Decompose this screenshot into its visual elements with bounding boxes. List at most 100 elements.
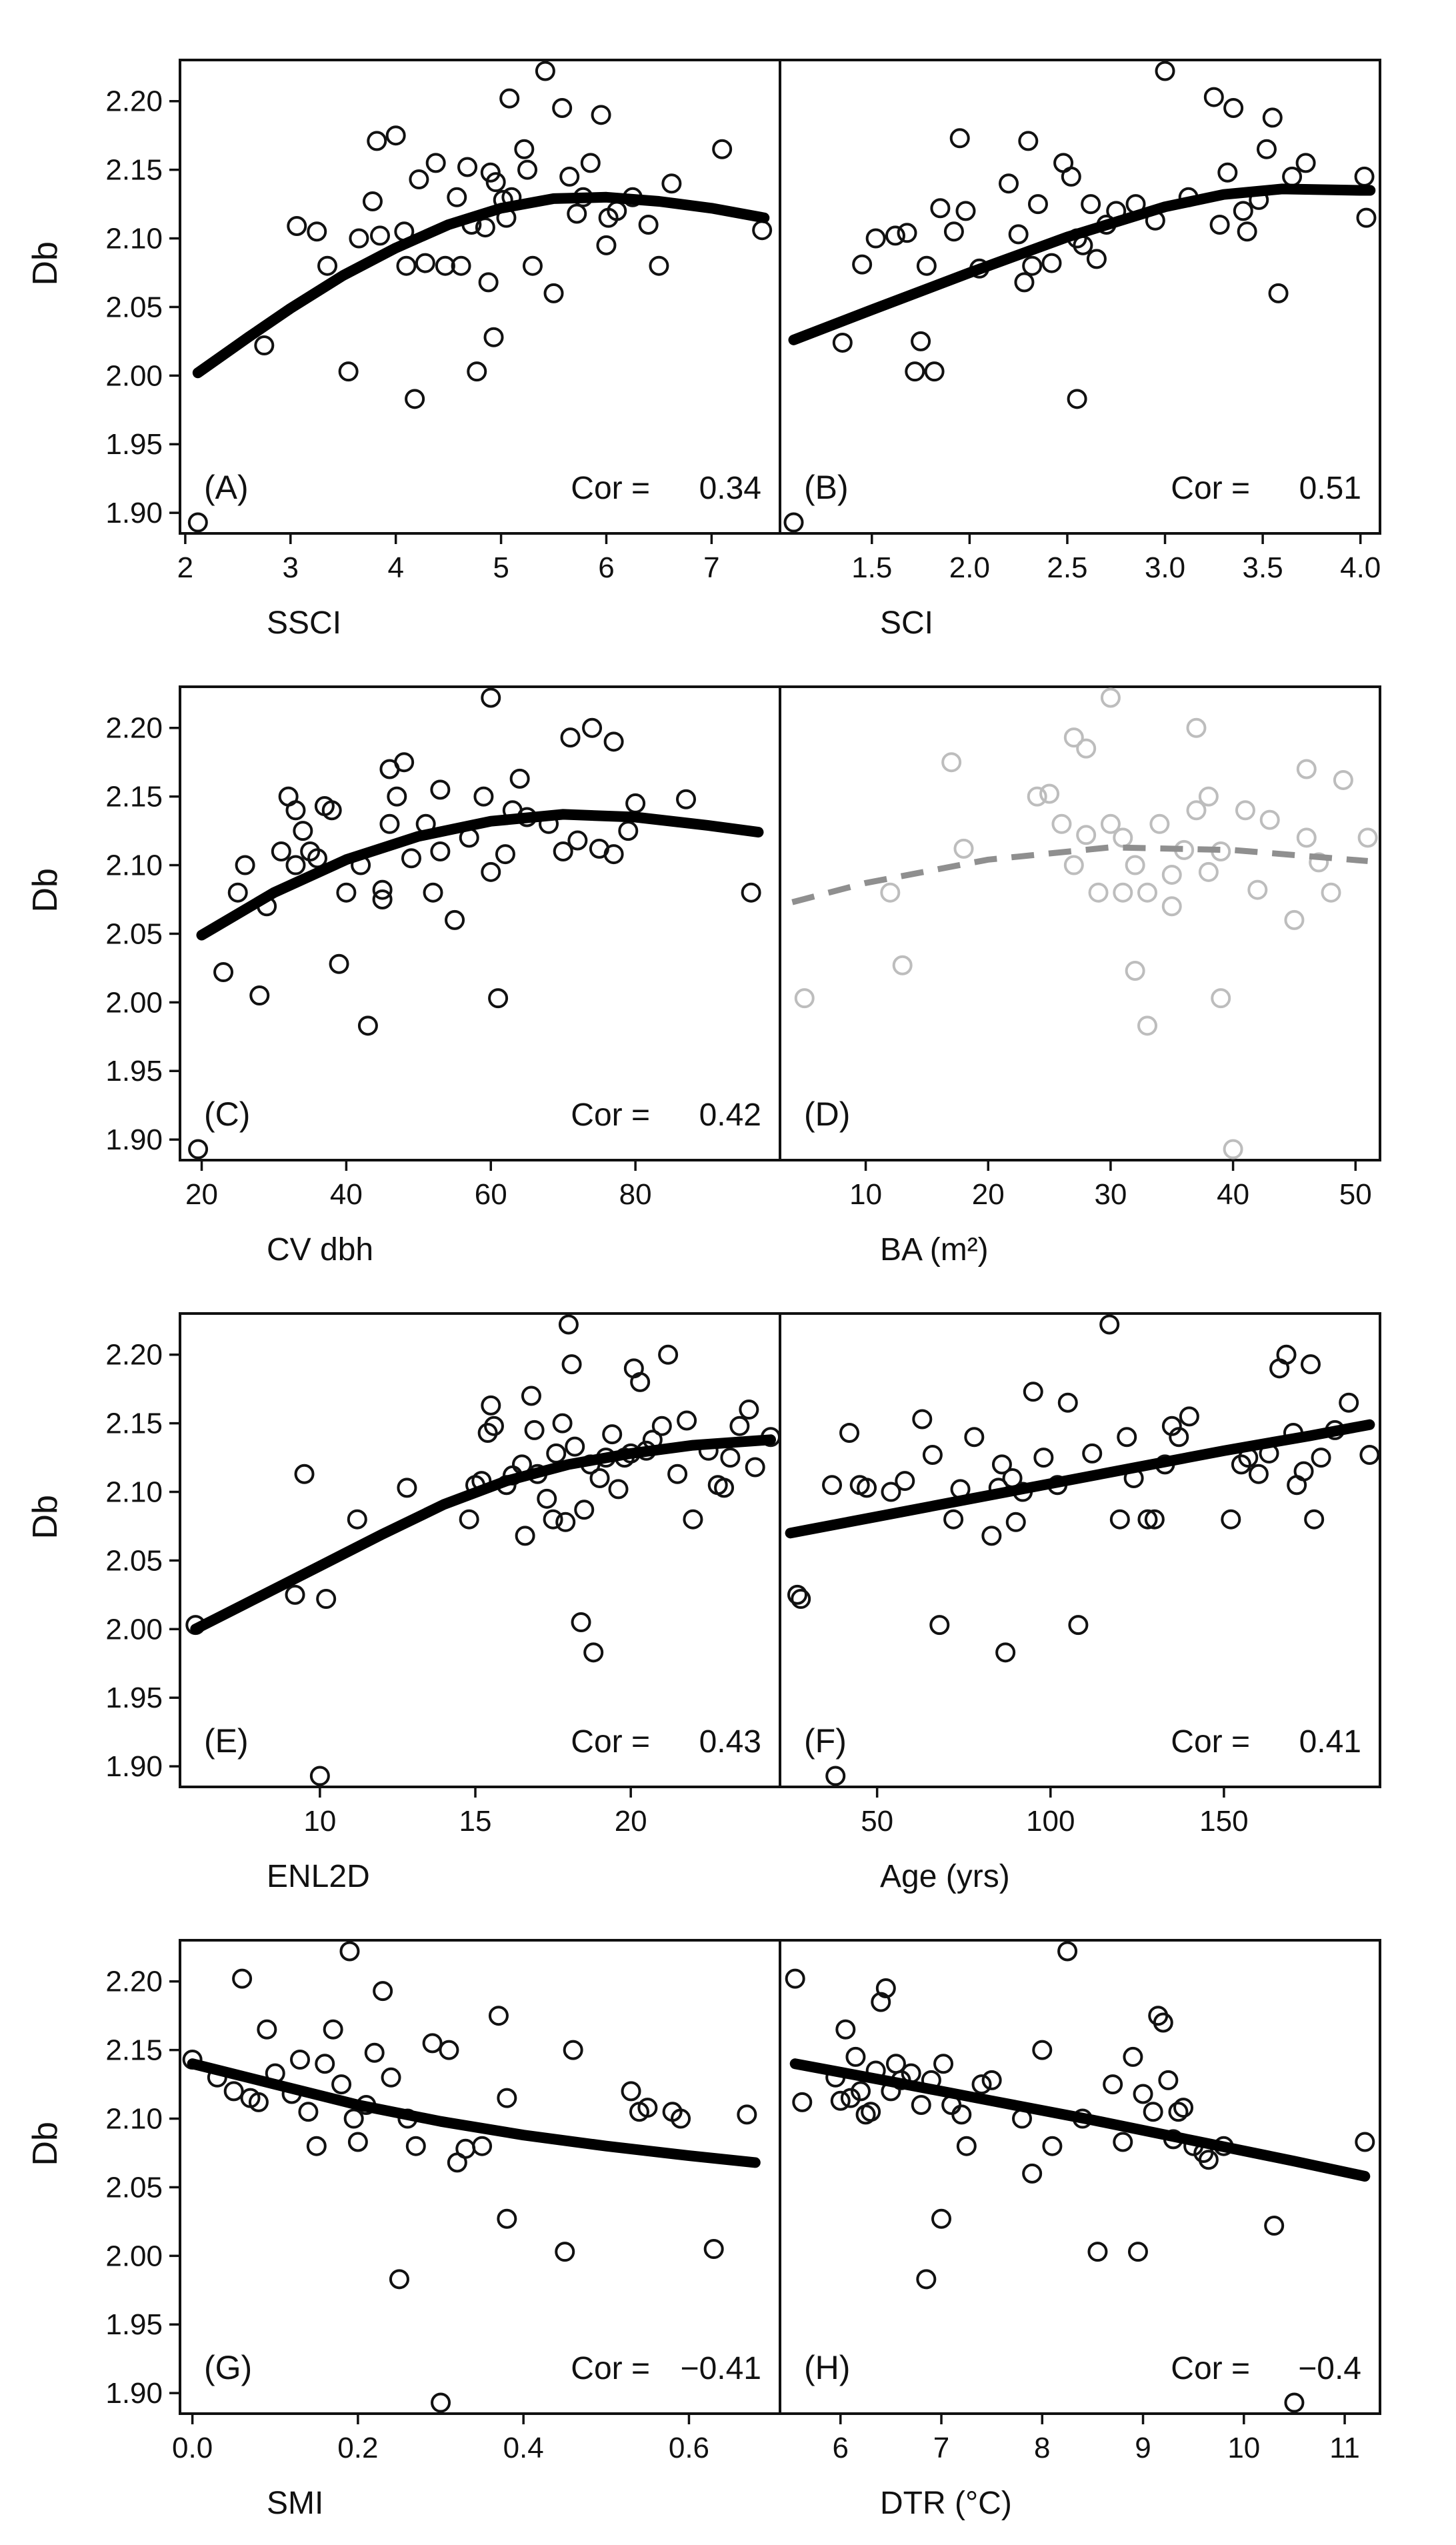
y-tick-label: 2.15 xyxy=(105,2034,163,2067)
data-point xyxy=(1068,1615,1089,1636)
data-point xyxy=(951,2104,972,2125)
data-point xyxy=(880,882,901,903)
data-point xyxy=(949,128,970,149)
data-point xyxy=(881,1482,901,1502)
x-tick-label: 15 xyxy=(459,1805,492,1838)
x-tick-label: 50 xyxy=(1339,1178,1372,1211)
data-point xyxy=(481,687,501,708)
data-point xyxy=(603,844,624,865)
plot-frame xyxy=(179,59,781,535)
data-point xyxy=(1311,1448,1331,1468)
data-point xyxy=(729,1416,750,1436)
x-tick-label: 7 xyxy=(933,2432,949,2464)
data-point xyxy=(832,332,853,353)
data-point xyxy=(720,1448,741,1468)
data-point xyxy=(347,1509,367,1530)
data-point xyxy=(307,221,327,242)
data-point xyxy=(409,169,429,190)
x-tick-label: 20 xyxy=(185,1178,218,1211)
data-point xyxy=(745,1457,765,1478)
x-tick-label: 6 xyxy=(598,551,614,584)
y-axis-label: Db xyxy=(26,2122,65,2166)
x-tick-label: 20 xyxy=(615,1805,647,1838)
data-point xyxy=(677,1410,697,1431)
x-tick-label: 1.5 xyxy=(851,551,892,584)
data-point xyxy=(188,1139,209,1159)
fit-curve xyxy=(788,183,1376,345)
data-point xyxy=(931,2208,952,2229)
data-point xyxy=(1231,1454,1251,1475)
x-tick-label: 80 xyxy=(619,1178,652,1211)
data-point xyxy=(981,1526,1002,1546)
data-point xyxy=(916,255,937,276)
x-tick-label: 9 xyxy=(1135,2432,1151,2464)
data-point xyxy=(336,882,357,903)
data-point xyxy=(1169,1427,1189,1448)
data-point xyxy=(497,2208,517,2229)
data-point xyxy=(1087,2242,1108,2262)
data-point xyxy=(381,2067,401,2088)
x-tick-label: 11 xyxy=(1329,2432,1360,2464)
data-point xyxy=(555,1512,576,1532)
data-point xyxy=(955,201,976,221)
x-tick-label: 50 xyxy=(861,1805,893,1838)
data-point xyxy=(739,1400,759,1420)
y-tick-label: 2.15 xyxy=(105,781,163,813)
data-point xyxy=(875,1978,896,1999)
data-point xyxy=(1088,882,1109,903)
data-point xyxy=(571,1612,591,1633)
cor-value: 0.43 xyxy=(699,1724,761,1760)
data-point xyxy=(316,1589,337,1610)
data-point xyxy=(1262,107,1283,128)
data-point xyxy=(1086,249,1107,269)
data-point xyxy=(339,1941,360,1962)
data-point xyxy=(223,2081,244,2102)
data-point xyxy=(329,953,349,974)
data-point xyxy=(929,1615,950,1636)
data-point xyxy=(1300,1354,1321,1375)
data-point xyxy=(1057,1941,1078,1962)
data-point xyxy=(671,2108,691,2129)
x-tick-label: 150 xyxy=(1199,1805,1248,1838)
y-tick-label: 2.05 xyxy=(105,2171,163,2204)
data-point xyxy=(1259,809,1280,830)
data-point xyxy=(1339,1392,1359,1413)
data-point xyxy=(309,1766,330,1786)
data-point xyxy=(1256,139,1277,159)
x-axis-label: DTR (°C) xyxy=(880,2486,1012,2521)
data-point xyxy=(1179,1406,1199,1427)
data-point xyxy=(565,1436,585,1457)
y-tick-label: 2.10 xyxy=(105,849,163,882)
data-point xyxy=(522,255,543,276)
data-point xyxy=(683,1509,703,1530)
data-point xyxy=(457,157,478,177)
x-tick-label: 2.0 xyxy=(949,551,990,584)
data-point xyxy=(943,221,964,242)
x-tick-label: 3 xyxy=(283,551,299,584)
data-point xyxy=(389,2269,409,2290)
data-point xyxy=(839,1423,860,1444)
data-point xyxy=(488,988,509,1009)
y-tick-label: 2.15 xyxy=(105,154,163,187)
data-point xyxy=(485,172,506,193)
plot-frame xyxy=(779,1312,1381,1788)
x-tick-label: 10 xyxy=(303,1805,336,1838)
data-point xyxy=(1295,153,1316,173)
y-tick-label: 2.05 xyxy=(105,917,163,950)
data-point xyxy=(1296,759,1317,779)
data-point xyxy=(1076,738,1097,759)
data-point xyxy=(667,1464,688,1484)
data-point xyxy=(995,1642,1016,1663)
fit-curve xyxy=(190,1434,776,1635)
data-point xyxy=(1032,2040,1053,2060)
x-tick-label: 0.4 xyxy=(503,2432,544,2464)
data-point xyxy=(367,131,387,151)
data-point xyxy=(561,1354,582,1375)
data-point xyxy=(851,2081,871,2102)
y-tick-label: 1.95 xyxy=(105,1682,163,1714)
y-tick-label: 1.90 xyxy=(105,1123,163,1156)
x-tick-label: 2 xyxy=(177,551,193,584)
y-tick-label: 2.10 xyxy=(105,2103,163,2136)
data-point xyxy=(1282,166,1303,187)
data-point xyxy=(1027,786,1047,807)
